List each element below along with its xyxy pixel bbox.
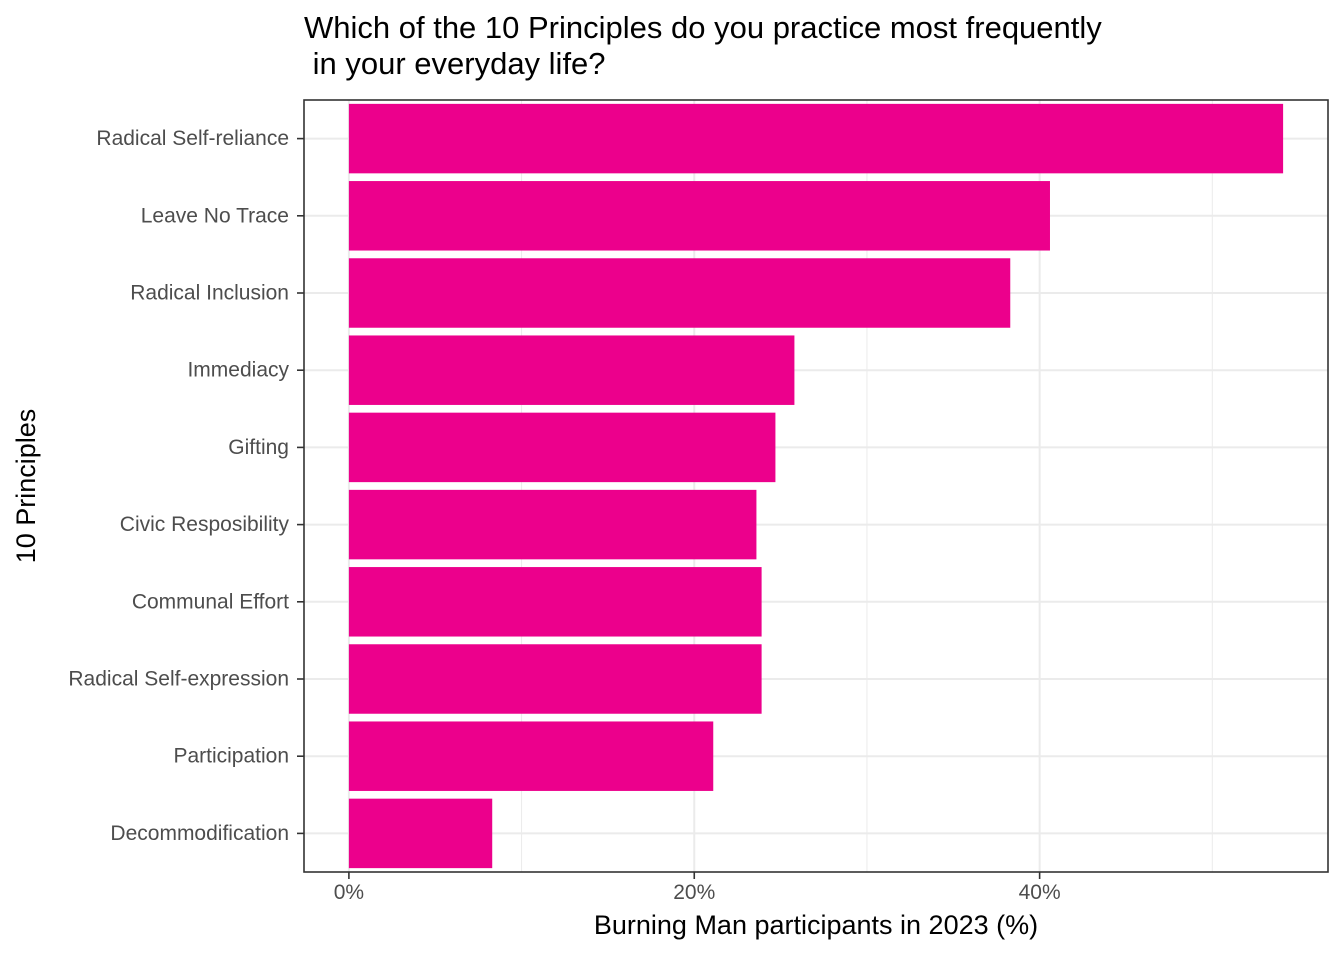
- bar: [348, 644, 762, 714]
- y-tick-label: Communal Effort: [132, 590, 289, 613]
- bar: [348, 181, 1050, 251]
- bar: [348, 489, 757, 560]
- plot-border: [303, 99, 1329, 873]
- x-tick-label: 0%: [334, 881, 364, 904]
- bar: [348, 412, 776, 483]
- y-tick-label: Radical Self-expression: [68, 668, 289, 691]
- x-tick-label: 40%: [1019, 881, 1061, 904]
- y-tick-label: Decommodification: [110, 822, 289, 845]
- y-tick-label: Participation: [173, 745, 289, 768]
- bar: [348, 258, 1011, 328]
- bar: [348, 335, 795, 405]
- bar: [348, 798, 493, 869]
- bar: [348, 103, 1284, 174]
- y-tick-label: Leave No Trace: [141, 204, 289, 227]
- y-tick-label: Civic Resposibility: [120, 513, 290, 536]
- bar: [348, 721, 714, 791]
- y-tick-label: Immediacy: [187, 359, 289, 382]
- bar: [348, 567, 762, 637]
- y-tick-label: Radical Self-reliance: [96, 127, 289, 150]
- x-tick-label: 20%: [673, 881, 715, 904]
- y-tick-label: Radical Inclusion: [130, 282, 289, 305]
- y-axis-title: 10 Principles: [11, 408, 41, 564]
- chart-title: Which of the 10 Principles do you practi…: [304, 10, 1102, 81]
- y-tick-label: Gifting: [228, 436, 289, 459]
- x-axis-title: Burning Man participants in 2023 (%): [593, 910, 1039, 940]
